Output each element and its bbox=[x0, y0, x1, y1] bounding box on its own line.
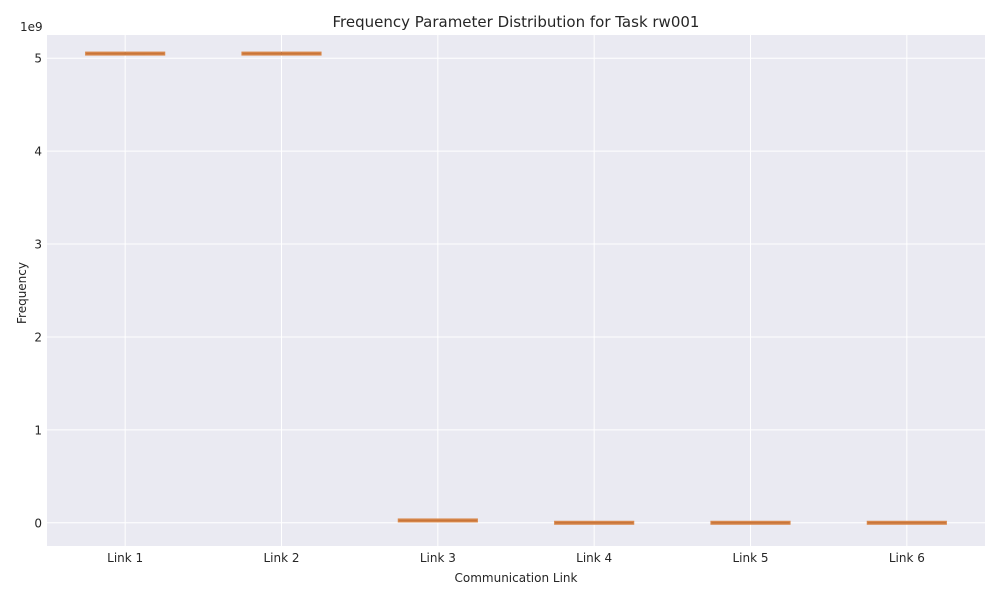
chart-title: Frequency Parameter Distribution for Tas… bbox=[333, 13, 700, 31]
box-link-6 bbox=[866, 520, 947, 525]
plot-area bbox=[47, 35, 985, 546]
y-tick-label: 1 bbox=[34, 423, 42, 437]
x-tick-label: Link 4 bbox=[576, 551, 612, 565]
x-tick-label: Link 5 bbox=[732, 551, 768, 565]
y-tick-label: 3 bbox=[34, 238, 42, 252]
y-axis: 0 1 2 3 4 5 bbox=[34, 52, 42, 531]
box-link-5 bbox=[710, 520, 791, 525]
box-link-4 bbox=[554, 520, 635, 525]
y-tick-label: 4 bbox=[34, 145, 42, 159]
box-link-2 bbox=[241, 51, 322, 56]
grid-lines bbox=[47, 35, 985, 546]
box-link-3 bbox=[397, 518, 478, 523]
y-tick-label: 2 bbox=[34, 330, 42, 344]
x-tick-label: Link 1 bbox=[107, 551, 143, 565]
x-tick-label: Link 3 bbox=[420, 551, 456, 565]
x-tick-label: Link 6 bbox=[889, 551, 925, 565]
y-axis-label: Frequency bbox=[15, 262, 29, 324]
y-axis-offset-label: 1e9 bbox=[20, 20, 43, 34]
y-tick-label: 5 bbox=[34, 52, 42, 66]
box-series bbox=[85, 51, 947, 525]
x-axis-label: Communication Link bbox=[455, 571, 578, 585]
x-axis: Link 1 Link 2 Link 3 Link 4 Link 5 Link 6 bbox=[107, 551, 925, 565]
y-tick-label: 0 bbox=[34, 516, 42, 530]
x-tick-label: Link 2 bbox=[263, 551, 299, 565]
box-link-1 bbox=[85, 51, 166, 56]
